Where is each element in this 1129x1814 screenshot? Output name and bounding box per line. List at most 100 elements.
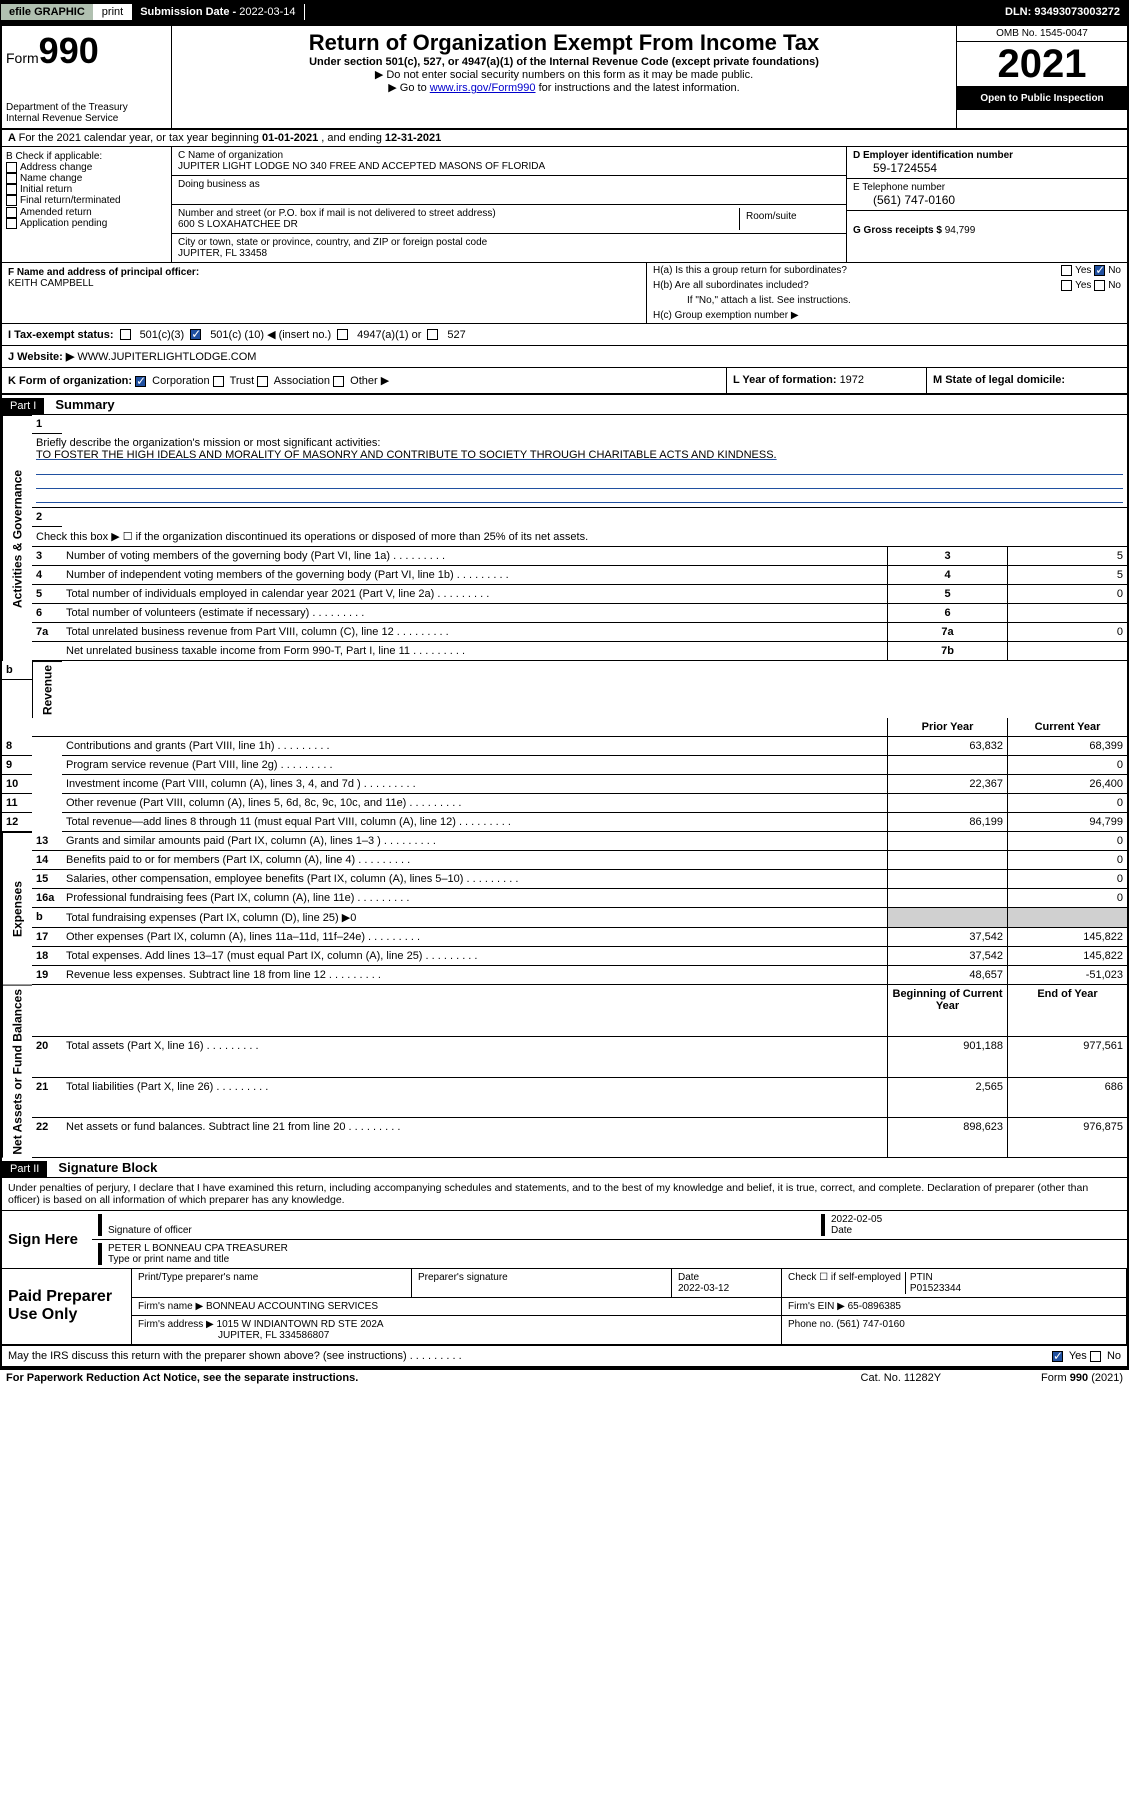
prep-date: Date2022-03-12 <box>672 1269 782 1298</box>
gov-desc-4: Total unrelated business revenue from Pa… <box>62 623 887 642</box>
submission-date: Submission Date - 2022-03-14 <box>132 4 304 20</box>
l-year-formation: L Year of formation: 1972 <box>727 368 927 393</box>
check-other[interactable] <box>333 376 344 387</box>
exp-prior-5: 37,542 <box>887 928 1007 947</box>
gov-key-2: 5 <box>887 585 1007 604</box>
rev-curr-4: 94,799 <box>1007 813 1127 832</box>
exp-num-0: 13 <box>32 832 62 851</box>
efile-button[interactable]: efile GRAPHIC <box>1 4 94 20</box>
part2-title: Signature Block <box>50 1158 165 1177</box>
gross-cell: G Gross receipts $ 94,799 <box>847 211 1127 239</box>
row-a-tax-year: A For the 2021 calendar year, or tax yea… <box>2 130 1127 147</box>
gross-value: 94,799 <box>945 225 976 236</box>
check-4947[interactable] <box>337 329 348 340</box>
line2-text: Check this box ▶ ☐ if the organization d… <box>32 527 1127 547</box>
check-assoc[interactable] <box>257 376 268 387</box>
exp-curr-0: 0 <box>1007 832 1127 851</box>
exp-curr-1: 0 <box>1007 851 1127 870</box>
addr-value: 600 S LOXAHATCHEE DR <box>178 219 739 230</box>
section-j-website: J Website: ▶ WWW.JUPITERLIGHTLODGE.COM <box>2 346 1127 368</box>
rev-prior-2: 22,367 <box>887 775 1007 794</box>
check-initial-return[interactable]: Initial return <box>6 184 167 195</box>
form-subtitle: Under section 501(c), 527, or 4947(a)(1)… <box>176 56 952 68</box>
rev-num-1: 9 <box>2 756 32 775</box>
exp-desc-2: Salaries, other compensation, employee b… <box>62 870 887 889</box>
discuss-no[interactable] <box>1090 1351 1101 1362</box>
dln: DLN: 93493073003272 <box>997 4 1128 20</box>
gov-key-5: 7b <box>887 642 1007 661</box>
hb-no-check[interactable] <box>1094 280 1105 291</box>
gov-num-3: 6 <box>32 604 62 623</box>
exp-prior-6: 37,542 <box>887 947 1007 966</box>
tax-year: 2021 <box>957 42 1127 87</box>
gov-val-4: 0 <box>1007 623 1127 642</box>
gov-key-0: 3 <box>887 547 1007 566</box>
check-name-change[interactable]: Name change <box>6 173 167 184</box>
check-application-pending[interactable]: Application pending <box>6 218 167 229</box>
line2-num: 2 <box>32 508 62 527</box>
gov-desc-5: Net unrelated business taxable income fr… <box>62 642 887 661</box>
rev-prior-1 <box>887 756 1007 775</box>
footer-left: For Paperwork Reduction Act Notice, see … <box>6 1372 358 1384</box>
sidebar-revenue: Revenue <box>32 661 62 718</box>
tax-status-label: I Tax-exempt status: <box>8 329 114 341</box>
gross-label: G Gross receipts $ <box>853 225 945 236</box>
gov-key-1: 4 <box>887 566 1007 585</box>
top-toolbar: efile GRAPHIC print Submission Date - 20… <box>0 0 1129 24</box>
exp-num-2: 15 <box>32 870 62 889</box>
net-curr-0: 977,561 <box>1007 1037 1127 1077</box>
room-suite: Room/suite <box>740 208 840 230</box>
exp-desc-3: Professional fundraising fees (Part IX, … <box>62 889 887 908</box>
signature-section: Sign Here Signature of officer 2022-02-0… <box>2 1211 1127 1269</box>
col-current: Current Year <box>1007 718 1127 737</box>
check-final-return[interactable]: Final return/terminated <box>6 195 167 206</box>
gov-num-1: 4 <box>32 566 62 585</box>
officer-printed: PETER L BONNEAU CPA TREASURERType or pri… <box>98 1243 1121 1265</box>
exp-curr-2: 0 <box>1007 870 1127 889</box>
check-corp[interactable] <box>135 376 146 387</box>
rev-prior-4: 86,199 <box>887 813 1007 832</box>
part1-header: Part I <box>2 398 44 414</box>
exp-prior-0 <box>887 832 1007 851</box>
section-fh: F Name and address of principal officer:… <box>2 263 1127 324</box>
paid-preparer-section: Paid Preparer Use Only Print/Type prepar… <box>2 1269 1127 1346</box>
exp-desc-1: Benefits paid to or for members (Part IX… <box>62 851 887 870</box>
col-f-officer: F Name and address of principal officer:… <box>2 263 647 323</box>
perjury-statement: Under penalties of perjury, I declare th… <box>2 1178 1127 1211</box>
rev-desc-4: Total revenue—add lines 8 through 11 (mu… <box>62 813 887 832</box>
exp-curr-6: 145,822 <box>1007 947 1127 966</box>
col-d-right: D Employer identification number 59-1724… <box>847 147 1127 262</box>
gov-num-2: 5 <box>32 585 62 604</box>
org-name-label: C Name of organization <box>178 150 840 161</box>
check-501c3[interactable] <box>120 329 131 340</box>
page-footer: For Paperwork Reduction Act Notice, see … <box>0 1370 1129 1386</box>
irs-link[interactable]: www.irs.gov/Form990 <box>430 82 536 94</box>
gov-num-4: 7a <box>32 623 62 642</box>
part2-bar: Part II Signature Block <box>2 1158 1127 1178</box>
print-button[interactable]: print <box>94 4 132 20</box>
col-begin: Beginning of Current Year <box>887 985 1007 1037</box>
hb-yes-check[interactable] <box>1061 280 1072 291</box>
discuss-yes[interactable] <box>1052 1351 1063 1362</box>
check-501c[interactable] <box>190 329 201 340</box>
footer-cat: Cat. No. 11282Y <box>861 1372 942 1384</box>
officer-label: F Name and address of principal officer: <box>8 267 199 278</box>
check-trust[interactable] <box>213 376 224 387</box>
rev-curr-3: 0 <box>1007 794 1127 813</box>
ha-yes-check[interactable] <box>1061 265 1072 276</box>
gov-desc-2: Total number of individuals employed in … <box>62 585 887 604</box>
check-address-change[interactable]: Address change <box>6 162 167 173</box>
sidebar-netassets: Net Assets or Fund Balances <box>2 985 32 1158</box>
m-domicile: M State of legal domicile: <box>927 368 1127 393</box>
check-amended[interactable]: Amended return <box>6 207 167 218</box>
exp-prior-2 <box>887 870 1007 889</box>
ha-no-check[interactable] <box>1094 265 1105 276</box>
department: Department of the Treasury Internal Reve… <box>6 102 167 124</box>
check-527[interactable] <box>427 329 438 340</box>
exp-desc-7: Revenue less expenses. Subtract line 18 … <box>62 966 887 985</box>
sig-date: 2022-02-05Date <box>821 1214 1121 1236</box>
rev-desc-1: Program service revenue (Part VIII, line… <box>62 756 887 775</box>
exp-desc-4: Total fundraising expenses (Part IX, col… <box>62 908 887 928</box>
gov-num-5 <box>32 642 62 661</box>
sidebar-expenses: Expenses <box>2 832 32 985</box>
